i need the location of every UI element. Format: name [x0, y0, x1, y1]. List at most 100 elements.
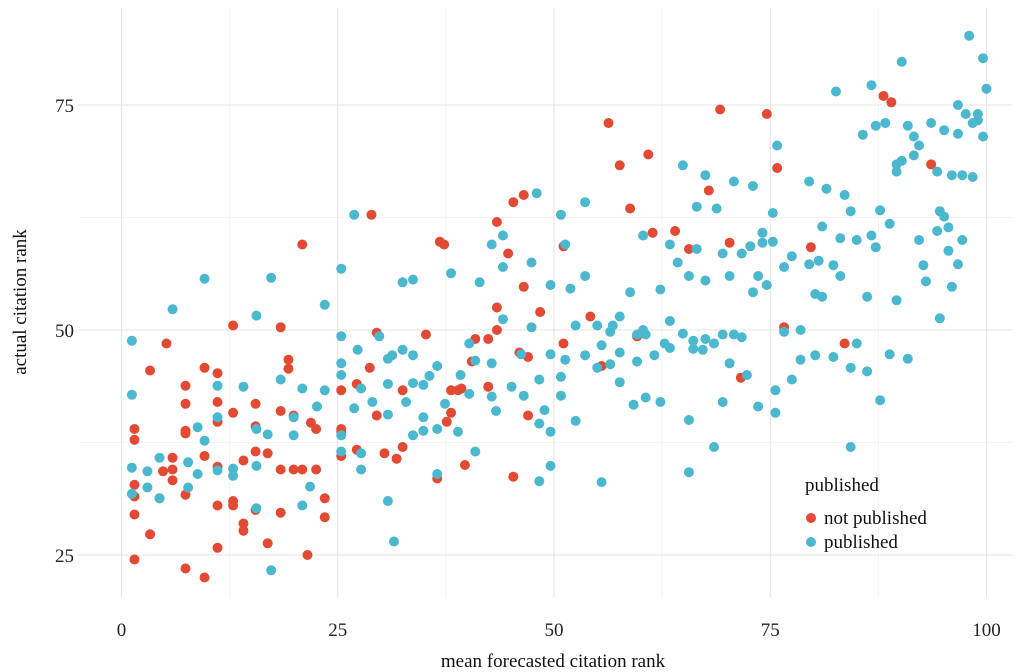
point-published — [470, 355, 481, 366]
point-not-published — [772, 163, 783, 173]
point-not-published — [446, 407, 457, 418]
point-not-published — [761, 109, 772, 119]
point-not-published — [491, 302, 502, 313]
point-published — [677, 328, 688, 339]
point-not-published — [503, 248, 514, 259]
point-published — [745, 241, 756, 252]
point-not-published — [625, 203, 636, 214]
point-not-published — [715, 104, 726, 115]
point-published — [352, 344, 363, 355]
point-published — [957, 170, 968, 181]
point-published — [336, 446, 347, 457]
point-not-published — [683, 244, 694, 254]
point-published — [266, 272, 277, 283]
point-not-published — [129, 434, 140, 445]
point-not-published — [366, 209, 377, 220]
point-published — [786, 374, 797, 385]
point-published — [408, 430, 419, 441]
point-published — [736, 248, 747, 259]
point-published — [688, 343, 699, 354]
point-published — [470, 446, 481, 457]
point-published — [356, 464, 367, 475]
point-not-published — [288, 464, 299, 475]
point-published — [757, 227, 768, 238]
point-published — [288, 430, 299, 441]
point-published — [952, 100, 963, 110]
x-axis-title: mean forecasted citation rank — [441, 651, 666, 672]
point-published — [560, 354, 571, 365]
point-not-published — [129, 479, 140, 490]
point-not-published — [647, 227, 658, 238]
point-published — [724, 271, 735, 281]
point-published — [228, 470, 239, 481]
point-published — [382, 409, 393, 420]
point-published — [251, 424, 262, 434]
point-not-published — [459, 460, 470, 470]
point-published — [464, 338, 475, 349]
point-published — [683, 467, 694, 478]
point-published — [845, 206, 856, 217]
point-not-published — [456, 383, 467, 394]
point-published — [408, 350, 419, 361]
point-not-published — [319, 512, 330, 523]
y-axis-ticks: 25 50 75 — [55, 96, 74, 567]
point-published — [580, 271, 591, 281]
point-not-published — [212, 368, 223, 379]
point-not-published — [212, 542, 223, 553]
point-not-published — [302, 550, 313, 560]
point-published — [570, 415, 581, 426]
point-published — [336, 263, 347, 274]
point-published — [632, 356, 643, 367]
point-published — [614, 311, 625, 322]
point-published — [486, 358, 497, 369]
point-not-published — [275, 322, 286, 333]
point-published — [896, 155, 907, 166]
legend-marker-published — [806, 537, 816, 547]
point-published — [486, 391, 497, 402]
point-published — [691, 201, 702, 212]
point-published — [972, 109, 983, 119]
point-published — [356, 448, 367, 459]
point-published — [677, 160, 688, 171]
point-published — [649, 350, 660, 361]
point-published — [526, 257, 537, 268]
point-published — [491, 406, 502, 416]
point-published — [126, 488, 137, 499]
point-published — [506, 381, 517, 392]
point-published — [497, 230, 508, 241]
point-published — [978, 131, 989, 142]
point-published — [845, 362, 856, 373]
point-not-published — [228, 496, 239, 506]
point-published — [452, 426, 463, 437]
point-not-published — [926, 159, 937, 170]
point-published — [518, 390, 529, 401]
point-published — [539, 405, 550, 416]
point-published — [804, 259, 815, 270]
point-published — [700, 334, 711, 344]
point-not-published — [238, 525, 249, 536]
point-not-published — [180, 563, 191, 574]
point-published — [717, 248, 728, 259]
point-published — [367, 397, 378, 407]
point-published — [952, 128, 963, 139]
point-published — [555, 390, 566, 401]
point-published — [560, 239, 571, 250]
point-published — [939, 211, 950, 222]
point-published — [845, 442, 856, 452]
point-published — [397, 277, 408, 288]
point-not-published — [283, 363, 294, 374]
point-published — [700, 170, 711, 181]
point-published — [497, 262, 508, 272]
point-not-published — [145, 365, 156, 376]
point-published — [779, 262, 790, 272]
point-published — [545, 349, 556, 360]
point-not-published — [180, 425, 191, 436]
point-published — [724, 358, 735, 369]
point-published — [709, 338, 720, 349]
point-not-published — [311, 424, 322, 434]
point-published — [251, 503, 262, 514]
point-published — [336, 331, 347, 342]
point-published — [918, 260, 929, 271]
y-tick-label: 50 — [55, 321, 74, 342]
point-published — [266, 565, 277, 576]
